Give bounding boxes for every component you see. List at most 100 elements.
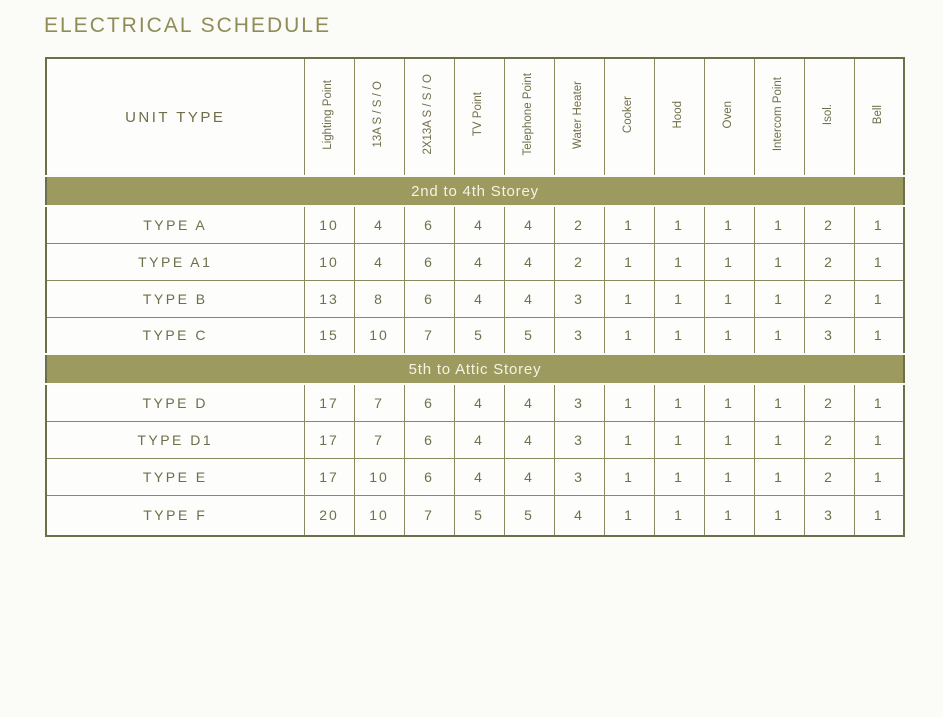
value-cell: 1 [653, 457, 705, 496]
unit-type-cell: TYPE E [45, 457, 305, 496]
column-header-label: Intercom Point [772, 77, 785, 152]
value-cell: 4 [503, 279, 555, 318]
value-cell: 1 [703, 205, 755, 244]
value-cell: 7 [403, 494, 455, 537]
table-row: TYPE C 15 10 7 5 5 3 1 1 1 1 3 1 [45, 316, 905, 355]
value-cell: 4 [453, 383, 505, 422]
value-cell: 1 [753, 383, 805, 422]
value-cell: 1 [603, 242, 655, 281]
value-cell: 1 [853, 316, 905, 355]
table-row: TYPE B 13 8 6 4 4 3 1 1 1 1 2 1 [45, 279, 905, 318]
column-header-label: Bell [872, 104, 884, 125]
value-cell: 4 [503, 383, 555, 422]
value-cell: 1 [853, 242, 905, 281]
value-cell: 1 [853, 205, 905, 244]
column-header-cell: TV Point [453, 57, 505, 177]
value-cell: 17 [303, 420, 355, 459]
value-cell: 1 [703, 279, 755, 318]
column-header-cell: Intercom Point [753, 57, 805, 177]
value-cell: 1 [853, 383, 905, 422]
unit-type-cell: TYPE D1 [45, 420, 305, 459]
table-row: TYPE E 17 10 6 4 4 3 1 1 1 1 2 1 [45, 457, 905, 496]
value-cell: 1 [703, 420, 755, 459]
value-cell: 7 [403, 316, 455, 355]
value-cell: 1 [653, 494, 705, 537]
column-header-label: TV Point [472, 92, 485, 137]
table-row: TYPE D1 17 7 6 4 4 3 1 1 1 1 2 1 [45, 420, 905, 459]
value-cell: 1 [753, 457, 805, 496]
value-cell: 4 [353, 205, 405, 244]
column-header-cell: Cooker [603, 57, 655, 177]
column-header-label: 2X13A S / S / O [422, 74, 435, 155]
column-header-label: Cooker [622, 95, 635, 134]
value-cell: 4 [453, 279, 505, 318]
value-cell: 4 [453, 457, 505, 496]
value-cell: 4 [553, 494, 605, 537]
value-cell: 1 [853, 279, 905, 318]
value-cell: 4 [453, 205, 505, 244]
value-cell: 3 [553, 420, 605, 459]
value-cell: 1 [853, 494, 905, 537]
value-cell: 13 [303, 279, 355, 318]
value-cell: 1 [853, 457, 905, 496]
value-cell: 3 [803, 316, 855, 355]
value-cell: 1 [603, 383, 655, 422]
table-row: TYPE A 10 4 6 4 4 2 1 1 1 1 2 1 [45, 205, 905, 244]
schedule-body: 2nd to 4th Storey TYPE A 10 4 6 4 4 2 1 1 1 1 2 1 TYPE… [45, 175, 905, 537]
value-cell: 1 [603, 205, 655, 244]
column-header-cell: Hood [653, 57, 705, 177]
value-cell: 1 [603, 279, 655, 318]
column-header-cell: Telephone Point [503, 57, 555, 177]
electrical-schedule-table: UNIT TYPE Lighting Point 13A S / S / O 2X1… [45, 57, 905, 537]
unit-type-cell: TYPE B [45, 279, 305, 318]
value-cell: 20 [303, 494, 355, 537]
value-cell: 4 [353, 242, 405, 281]
value-cell: 2 [803, 383, 855, 422]
value-cell: 1 [753, 205, 805, 244]
column-header-label: Telephone Point [522, 73, 535, 156]
value-cell: 1 [703, 242, 755, 281]
value-cell: 1 [753, 279, 805, 318]
value-cell: 1 [603, 316, 655, 355]
value-cell: 1 [653, 316, 705, 355]
value-cell: 2 [553, 205, 605, 244]
column-header-label: Isol. [822, 103, 835, 126]
value-cell: 8 [353, 279, 405, 318]
value-cell: 1 [603, 494, 655, 537]
value-cell: 7 [353, 383, 405, 422]
value-cell: 6 [403, 279, 455, 318]
section-band-label: 5th to Attic Storey [46, 353, 904, 385]
value-cell: 2 [803, 420, 855, 459]
column-header-cell: Lighting Point [303, 57, 355, 177]
value-cell: 1 [703, 494, 755, 537]
value-cell: 6 [403, 242, 455, 281]
value-cell: 3 [553, 457, 605, 496]
table-row: TYPE D 17 7 6 4 4 3 1 1 1 1 2 1 [45, 383, 905, 422]
value-cell: 1 [703, 316, 755, 355]
column-header-row: UNIT TYPE Lighting Point 13A S / S / O 2X1… [45, 57, 905, 177]
value-cell: 1 [703, 383, 755, 422]
value-cell: 4 [453, 242, 505, 281]
section-band-label: 2nd to 4th Storey [46, 175, 904, 207]
value-cell: 6 [403, 457, 455, 496]
value-cell: 1 [703, 457, 755, 496]
value-cell: 3 [553, 316, 605, 355]
value-cell: 1 [853, 420, 905, 459]
value-cell: 10 [303, 242, 355, 281]
column-header-cell: 2X13A S / S / O [403, 57, 455, 177]
value-cell: 7 [353, 420, 405, 459]
column-header-label: Water Heater [572, 80, 585, 149]
value-cell: 5 [503, 316, 555, 355]
value-cell: 6 [403, 420, 455, 459]
value-cell: 1 [653, 205, 705, 244]
value-cell: 2 [803, 279, 855, 318]
value-cell: 5 [453, 494, 505, 537]
unit-type-header: UNIT TYPE [45, 57, 305, 177]
value-cell: 6 [403, 205, 455, 244]
column-header-label: 13A S / S / O [372, 81, 385, 148]
value-cell: 3 [553, 279, 605, 318]
column-header-label: Oven [722, 100, 735, 129]
value-cell: 17 [303, 457, 355, 496]
value-cell: 5 [453, 316, 505, 355]
value-cell: 5 [503, 494, 555, 537]
